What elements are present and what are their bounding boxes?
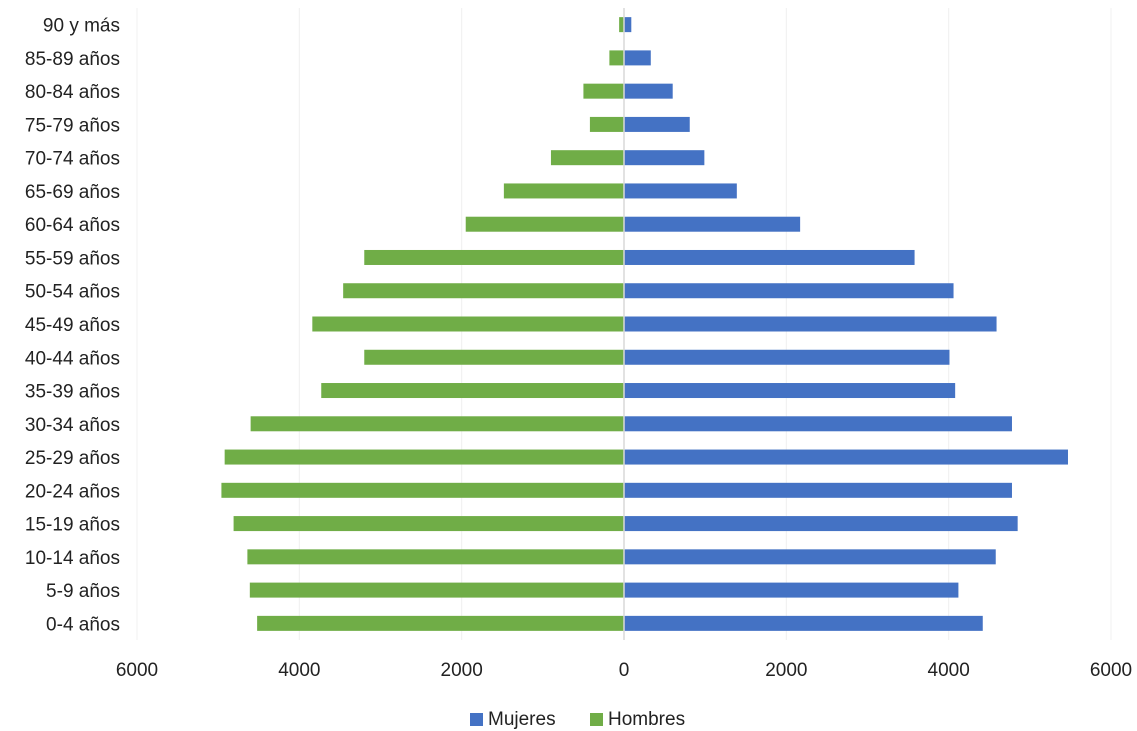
x-tick-label: 4000 bbox=[278, 660, 320, 681]
bar-hombres-17 bbox=[609, 50, 624, 66]
y-tick-label: 5-9 años bbox=[46, 581, 120, 602]
y-tick-label: 15-19 años bbox=[25, 515, 120, 536]
bar-hombres-8 bbox=[364, 349, 624, 365]
bar-mujeres-8 bbox=[624, 349, 950, 365]
y-tick-label: 55-59 años bbox=[25, 248, 120, 269]
bar-mujeres-6 bbox=[624, 416, 1012, 432]
bar-hombres-13 bbox=[503, 183, 624, 199]
y-tick-label: 45-49 años bbox=[25, 315, 120, 336]
bar-mujeres-10 bbox=[624, 283, 954, 299]
bar-hombres-10 bbox=[343, 283, 624, 299]
y-tick-label: 20-24 años bbox=[25, 481, 120, 502]
y-tick-label: 0-4 años bbox=[46, 614, 120, 635]
y-tick-label: 50-54 años bbox=[25, 282, 120, 303]
bar-mujeres-11 bbox=[624, 249, 915, 265]
y-tick-label: 60-64 años bbox=[25, 215, 120, 236]
bar-mujeres-3 bbox=[624, 516, 1018, 532]
legend-label-hombres: Hombres bbox=[608, 709, 685, 730]
y-tick-label: 90 y más bbox=[43, 16, 120, 37]
legend-swatch-hombres bbox=[590, 713, 603, 726]
bar-mujeres-7 bbox=[624, 383, 956, 399]
x-tick-label: 6000 bbox=[1090, 660, 1132, 681]
bar-hombres-0 bbox=[257, 615, 624, 631]
bar-mujeres-14 bbox=[624, 150, 705, 166]
bar-mujeres-12 bbox=[624, 216, 801, 232]
bar-hombres-15 bbox=[589, 116, 624, 132]
x-tick-label: 2000 bbox=[441, 660, 483, 681]
y-tick-label: 85-89 años bbox=[25, 49, 120, 70]
bar-hombres-9 bbox=[312, 316, 624, 332]
bar-hombres-11 bbox=[364, 249, 624, 265]
bar-mujeres-13 bbox=[624, 183, 737, 199]
legend-swatch-mujeres bbox=[470, 713, 483, 726]
y-tick-label: 75-79 años bbox=[25, 115, 120, 136]
bar-mujeres-4 bbox=[624, 482, 1012, 498]
x-tick-label: 0 bbox=[619, 660, 630, 681]
y-tick-label: 10-14 años bbox=[25, 548, 120, 569]
bar-hombres-18 bbox=[619, 17, 624, 33]
bar-hombres-1 bbox=[249, 582, 625, 598]
x-tick-labels: 6000 4000 2000 0 2000 4000 6000 bbox=[116, 660, 1132, 681]
bar-hombres-12 bbox=[465, 216, 624, 232]
bar-hombres-16 bbox=[583, 83, 624, 99]
bar-mujeres-5 bbox=[624, 449, 1068, 465]
y-tick-label: 30-34 años bbox=[25, 415, 120, 436]
bar-hombres-4 bbox=[221, 482, 624, 498]
y-tick-label: 25-29 años bbox=[25, 448, 120, 469]
bars-layer bbox=[221, 17, 1068, 631]
bar-hombres-6 bbox=[250, 416, 624, 432]
x-tick-label: 6000 bbox=[116, 660, 158, 681]
bar-hombres-14 bbox=[550, 150, 624, 166]
y-tick-label: 80-84 años bbox=[25, 82, 120, 103]
bar-mujeres-15 bbox=[624, 116, 690, 132]
legend-label-mujeres: Mujeres bbox=[488, 709, 556, 730]
y-tick-label: 65-69 años bbox=[25, 182, 120, 203]
bar-mujeres-1 bbox=[624, 582, 959, 598]
y-tick-labels: 0-4 años 5-9 años 10-14 años 15-19 años 20-2… bbox=[25, 16, 120, 636]
y-tick-label: 70-74 años bbox=[25, 149, 120, 170]
bar-mujeres-17 bbox=[624, 50, 651, 66]
legend: Mujeres Hombres bbox=[470, 709, 685, 730]
bar-mujeres-0 bbox=[624, 615, 983, 631]
bar-mujeres-16 bbox=[624, 83, 673, 99]
bar-hombres-7 bbox=[321, 383, 624, 399]
bar-hombres-2 bbox=[247, 549, 625, 565]
y-tick-label: 35-39 años bbox=[25, 382, 120, 403]
bar-mujeres-18 bbox=[624, 17, 632, 33]
y-tick-label: 40-44 años bbox=[25, 348, 120, 369]
x-tick-label: 2000 bbox=[765, 660, 807, 681]
bar-hombres-5 bbox=[224, 449, 624, 465]
bar-mujeres-2 bbox=[624, 549, 996, 565]
bar-mujeres-9 bbox=[624, 316, 997, 332]
bar-hombres-3 bbox=[233, 516, 625, 532]
x-tick-label: 4000 bbox=[928, 660, 970, 681]
